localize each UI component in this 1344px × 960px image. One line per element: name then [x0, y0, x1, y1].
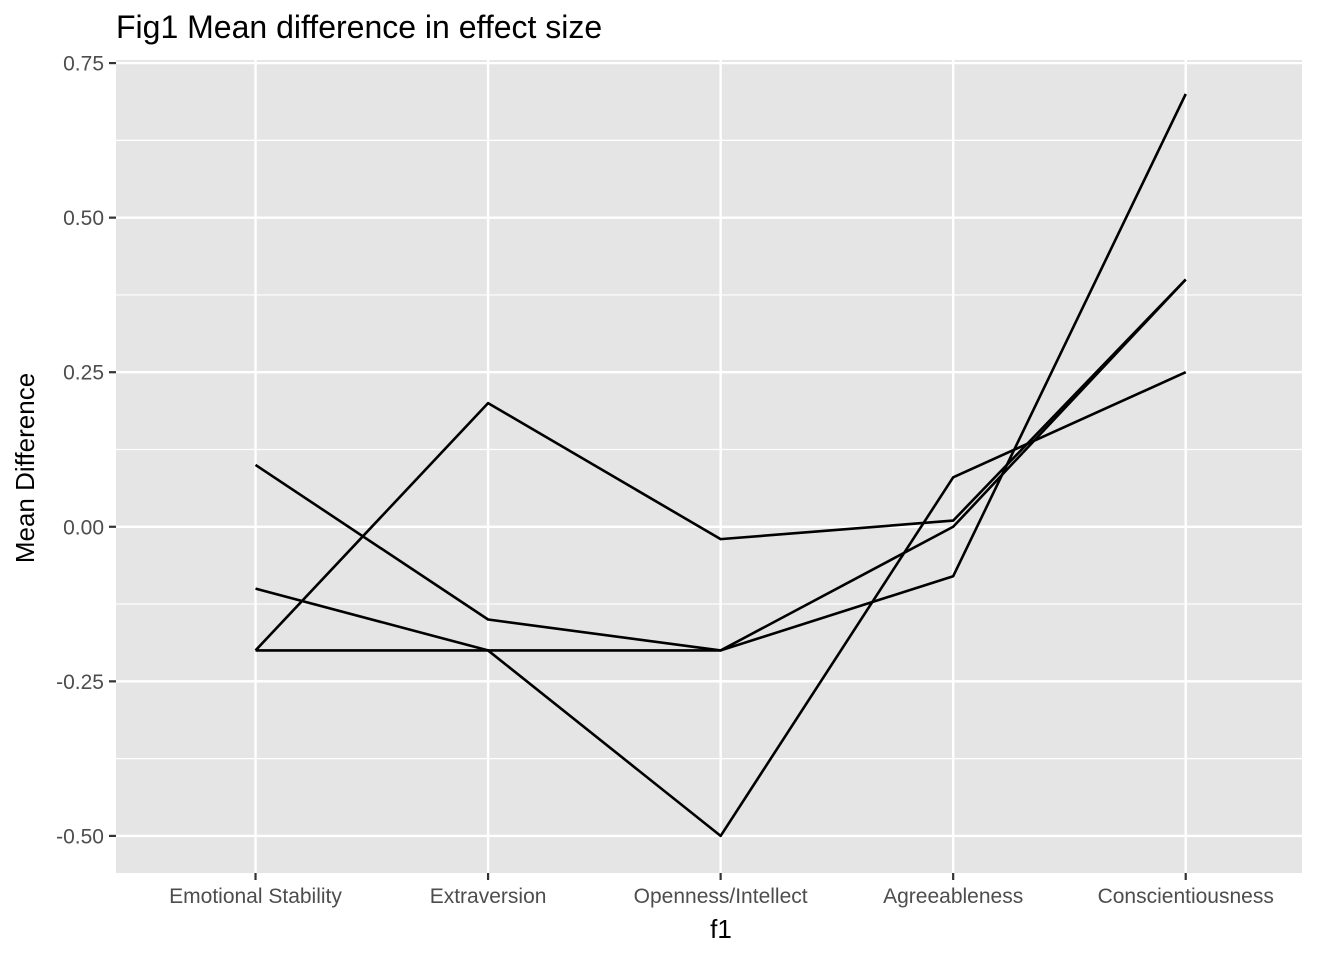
plot-panel [116, 60, 1302, 873]
series-line-2 [254, 278, 1187, 652]
gridlines [116, 60, 1302, 873]
x-tick-label: Openness/Intellect [634, 885, 808, 908]
axes: -0.50 -0.25 0.00 0.25 0.50 0.75 Emotional Stab… [56, 53, 1274, 908]
y-tick-label: -0.50 [56, 825, 104, 848]
y-tick-label: 0.00 [63, 516, 104, 539]
y-tick-label: -0.25 [56, 671, 104, 694]
x-tick-label: Emotional Stability [169, 885, 342, 908]
x-axis-title: f1 [710, 914, 732, 944]
series-lines [254, 93, 1187, 838]
series-line-3 [255, 371, 1187, 838]
x-tick-label: Conscientiousness [1098, 885, 1274, 908]
y-axis-title: Mean Difference [10, 373, 40, 563]
y-tick-label: 0.75 [63, 53, 104, 76]
x-tick-label: Extraversion [430, 885, 547, 908]
y-tick-label: 0.25 [63, 362, 104, 385]
chart-title: Fig1 Mean difference in effect size [116, 9, 602, 45]
series-line-4 [255, 93, 1187, 652]
x-tick-label: Agreeableness [883, 885, 1023, 908]
y-tick-label: 0.50 [63, 207, 104, 230]
